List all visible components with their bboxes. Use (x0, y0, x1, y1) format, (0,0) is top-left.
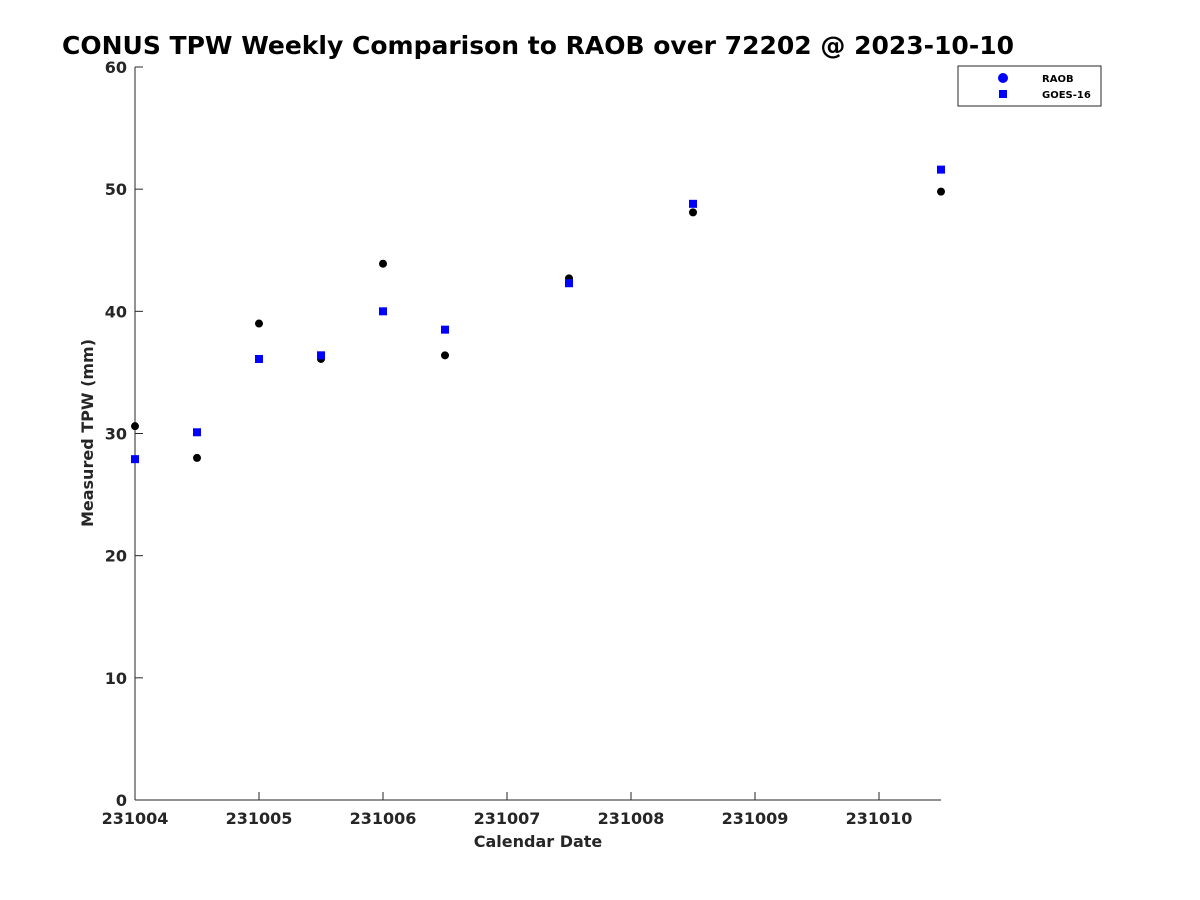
x-tick-label: 231007 (474, 809, 541, 828)
goes16-point (317, 351, 325, 360)
data-points (131, 165, 945, 464)
raob-point (193, 453, 201, 462)
goes16-point (193, 428, 201, 437)
y-tick-label: 20 (105, 547, 127, 566)
x-tick-label: 231004 (102, 809, 169, 828)
y-axis-label: Measured TPW (mm) (78, 339, 97, 527)
y-tick-label: 60 (105, 58, 127, 77)
goes16-point (689, 199, 697, 208)
y-tick-label: 0 (116, 791, 127, 810)
raob-point (441, 351, 449, 360)
legend-label-raob: RAOB (1042, 74, 1074, 85)
raob-point (689, 208, 697, 217)
chart-title: CONUS TPW Weekly Comparison to RAOB over… (62, 31, 1014, 60)
goes16-point (441, 325, 449, 334)
goes16-point (379, 307, 387, 316)
goes16-point (255, 354, 263, 363)
x-tick-label: 231006 (350, 809, 417, 828)
legend-label-goes16: GOES-16 (1042, 90, 1091, 101)
y-ticks: 0 10 20 30 40 50 60 (105, 58, 143, 810)
legend-marker-raob (998, 73, 1008, 83)
y-tick-label: 30 (105, 425, 127, 444)
y-tick-label: 40 (105, 302, 127, 321)
x-tick-label: 231009 (722, 809, 789, 828)
x-tick-label: 231010 (846, 809, 913, 828)
raob-point (255, 319, 263, 328)
y-tick-label: 10 (105, 669, 127, 688)
x-ticks: 231004 231005 231006 231007 231008 231009 2310… (102, 792, 913, 828)
goes16-point (131, 455, 139, 464)
raob-point (379, 259, 387, 268)
y-tick-label: 50 (105, 180, 127, 199)
axes (134, 67, 941, 801)
legend: RAOB GOES-16 (957, 65, 1102, 107)
legend-marker-goes16 (999, 90, 1007, 98)
legend-box (957, 65, 1102, 107)
goes16-point (565, 279, 573, 288)
x-tick-label: 231005 (226, 809, 293, 828)
raob-point (937, 187, 945, 196)
x-axis-label: Calendar Date (474, 832, 603, 851)
raob-point (131, 422, 139, 431)
goes16-point (937, 165, 945, 174)
x-tick-label: 231008 (598, 809, 665, 828)
